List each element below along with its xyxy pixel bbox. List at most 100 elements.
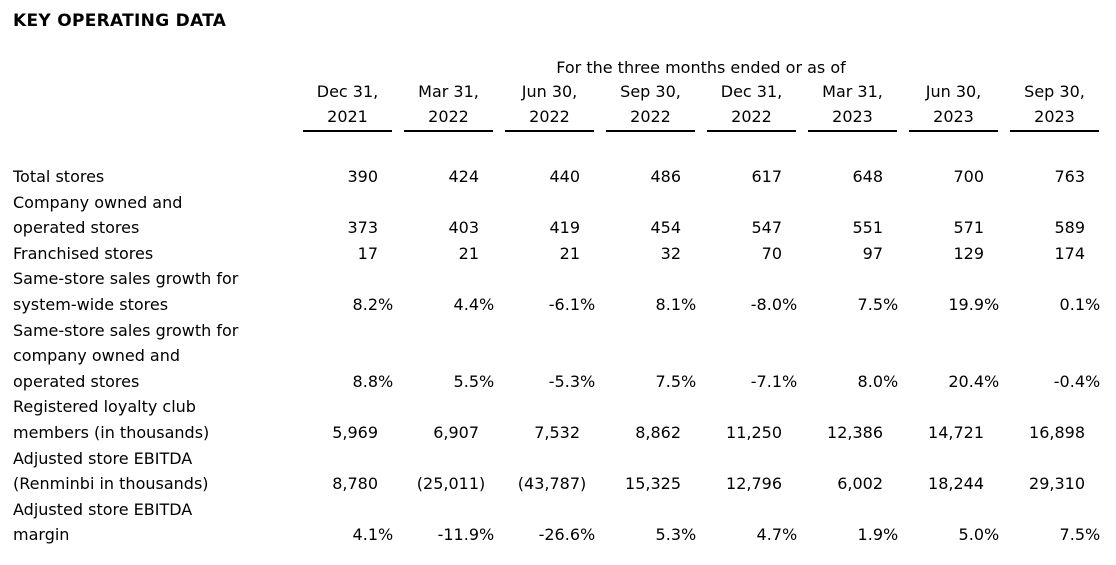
value-text: 390 [347, 167, 378, 186]
value-text: 403 [448, 218, 479, 238]
value-cell: 129 [903, 241, 1004, 267]
table-row: Adjusted store EBITDA (Renminbi in thous… [13, 446, 1105, 497]
row-label: Franchised stores [13, 243, 154, 263]
table-row: Company owned and operated stores 373 403 4… [13, 190, 1105, 241]
period-span-header: For the three months ended or as of [556, 58, 846, 77]
column-date-header: Mar 31, [822, 82, 883, 101]
value-text: 700 [953, 167, 984, 186]
value-cell: 5,969 [297, 394, 398, 445]
value-cell: 8.1% [600, 266, 701, 317]
value-cell: 11,250 [701, 394, 802, 445]
column-year-row: 2021 2022 2022 2022 2022 2023 2023 2023 [13, 104, 1105, 132]
value-text: -26.6% [538, 525, 596, 545]
value-cell: 8,780 [297, 446, 398, 497]
column-date-header: Sep 30, [620, 82, 681, 101]
column-year-header: 2023 [903, 104, 1004, 132]
column-year-label: 2023 [909, 107, 998, 132]
column-year-label: 2022 [404, 107, 493, 132]
value-text: -7.1% [750, 371, 798, 391]
value-cell: (43,787) [499, 446, 600, 497]
value-text: (25,011) [416, 474, 486, 494]
column-year-header: 2023 [1004, 104, 1105, 132]
column-year-label: 2023 [808, 107, 897, 132]
value-text: 14,721 [928, 422, 984, 442]
value-cell: 8.2% [297, 266, 398, 317]
value-text: 12,796 [726, 474, 782, 494]
value-cell: 12,386 [802, 394, 903, 445]
column-date-header: Jun 30, [521, 82, 578, 101]
value-text: 18,244 [928, 474, 984, 494]
value-text: 648 [852, 167, 883, 186]
value-cell: 21 [398, 241, 499, 267]
value-cell: 390 [297, 132, 398, 190]
column-year-label: 2022 [505, 107, 594, 132]
column-year-label: 2023 [1010, 107, 1099, 132]
table-row: Franchised stores 17 21 21 32 70 97 129 174 [13, 241, 1105, 267]
value-text: 551 [852, 218, 883, 238]
column-year-label: 2021 [303, 107, 392, 132]
value-cell: 617 [701, 132, 802, 190]
value-cell: 5.3% [600, 497, 701, 548]
value-text: 1.9% [857, 525, 899, 545]
row-label: Same-store sales growth for system-wide … [13, 269, 239, 314]
table-row: Adjusted store EBITDA margin 4.1% -11.9% -2… [13, 497, 1105, 548]
value-text: 424 [448, 167, 479, 186]
column-date-header: Dec 31, [316, 82, 379, 101]
value-text: 617 [751, 167, 782, 186]
value-text: 373 [347, 218, 378, 238]
value-cell: 14,721 [903, 394, 1004, 445]
value-text: 20.4% [948, 371, 1000, 391]
value-text: 21 [559, 243, 580, 263]
value-cell: 7.5% [802, 266, 903, 317]
value-cell: 373 [297, 190, 398, 241]
value-text: -6.1% [548, 294, 596, 314]
value-text: 454 [650, 218, 681, 238]
value-cell: 454 [600, 190, 701, 241]
value-cell: (25,011) [398, 446, 499, 497]
value-text: 571 [953, 218, 984, 238]
value-cell: 70 [701, 241, 802, 267]
value-cell: 648 [802, 132, 903, 190]
value-cell: 21 [499, 241, 600, 267]
value-text: 32 [660, 243, 681, 263]
value-text: 763 [1054, 167, 1085, 186]
value-text: 7.5% [1059, 525, 1101, 545]
value-text: 21 [458, 243, 479, 263]
value-text: -5.3% [548, 371, 596, 391]
value-text: 5.3% [655, 525, 697, 545]
value-cell: 7.5% [1004, 497, 1105, 548]
empty-header-cell [13, 78, 297, 104]
column-year-label: 2022 [606, 107, 695, 132]
column-date-row: Dec 31, Mar 31, Jun 30, Sep 30, Dec 31, Mar 3… [13, 78, 1105, 104]
empty-header-cell [13, 52, 297, 78]
column-date-header: Dec 31, [720, 82, 783, 101]
value-cell: 29,310 [1004, 446, 1105, 497]
value-text: 29,310 [1029, 474, 1085, 494]
value-cell: 589 [1004, 190, 1105, 241]
row-label: Same-store sales growth for company owne… [13, 320, 239, 391]
value-text: 19.9% [948, 294, 1000, 314]
value-cell: -0.4% [1004, 318, 1105, 395]
value-text: 8,862 [635, 422, 681, 442]
value-cell: -8.0% [701, 266, 802, 317]
value-text: 4.1% [352, 525, 394, 545]
column-date-header: Jun 30, [925, 82, 982, 101]
value-cell: 571 [903, 190, 1004, 241]
row-label: Total stores [13, 167, 105, 186]
key-operating-data-table: For the three months ended or as of Dec … [13, 52, 1105, 548]
row-label: Adjusted store EBITDA (Renminbi in thous… [13, 448, 209, 494]
value-text: 8.2% [352, 294, 394, 314]
value-cell: -6.1% [499, 266, 600, 317]
value-text: 589 [1054, 218, 1085, 238]
value-cell: 6,907 [398, 394, 499, 445]
value-text: 5.5% [453, 371, 495, 391]
value-text: 174 [1054, 243, 1085, 263]
value-text: 7.5% [655, 371, 697, 391]
value-cell: 19.9% [903, 266, 1004, 317]
value-cell: 15,325 [600, 446, 701, 497]
table-row: Registered loyalty club members (in thou… [13, 394, 1105, 445]
value-text: 6,907 [433, 422, 479, 442]
table-header: For the three months ended or as of Dec … [13, 52, 1105, 132]
value-cell: 4.1% [297, 497, 398, 548]
value-text: 440 [549, 167, 580, 186]
